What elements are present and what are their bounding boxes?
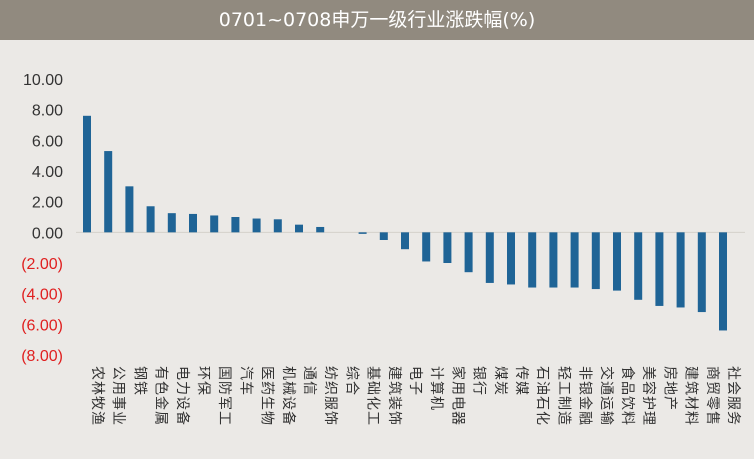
- x-category-label: 非银金融: [577, 366, 593, 426]
- bar: [613, 232, 621, 291]
- x-category-label: 建筑装饰: [386, 366, 402, 426]
- x-category-label: 农林牧渔: [89, 366, 105, 426]
- x-category-label: 传媒: [513, 366, 529, 396]
- bar: [104, 151, 113, 233]
- x-category-label: 社会服务: [725, 366, 741, 426]
- x-category-label: 医药生物: [259, 366, 275, 426]
- title-bar: [0, 0, 754, 40]
- x-category-label: 公用事业: [110, 366, 126, 426]
- bar: [295, 224, 303, 233]
- bar: [464, 232, 473, 273]
- bar: [146, 206, 155, 233]
- x-category-label: 通信: [301, 366, 317, 396]
- bar: [401, 232, 409, 250]
- y-tick-label: (4.00): [21, 287, 63, 304]
- y-tick-label: (8.00): [21, 348, 63, 365]
- bar: [634, 232, 643, 300]
- bar: [507, 232, 515, 285]
- x-category-label: 计算机: [428, 366, 444, 411]
- bar: [231, 217, 240, 233]
- x-category-label: 轻工制造: [555, 366, 571, 426]
- x-category-label: 钢铁: [131, 366, 147, 396]
- bar: [358, 232, 367, 234]
- x-category-label: 商贸零售: [704, 366, 720, 426]
- bar: [485, 232, 494, 283]
- bar: [189, 213, 197, 233]
- bar: [719, 232, 727, 331]
- x-category-label: 环保: [195, 366, 211, 396]
- bar: [591, 232, 600, 290]
- x-category-label: 家用电器: [449, 366, 466, 426]
- x-category-label: 机械设备: [280, 366, 297, 426]
- x-category-label: 综合: [343, 366, 359, 396]
- bar: [549, 232, 558, 288]
- x-category-label: 银行: [471, 366, 487, 396]
- bar: [528, 232, 537, 288]
- x-category-label: 有色金属: [153, 366, 170, 426]
- y-tick-label: 0.00: [32, 225, 63, 242]
- x-category-label: 电子: [407, 366, 423, 396]
- x-category-label: 食品饮料: [619, 366, 636, 426]
- bar: [167, 213, 176, 233]
- x-category-label: 基础化工: [365, 366, 382, 426]
- y-tick-label: 8.00: [32, 103, 63, 120]
- y-tick-label: (2.00): [21, 256, 63, 273]
- x-category-label: 国防军工: [216, 366, 232, 426]
- x-category-label: 交通运输: [598, 366, 615, 426]
- bar: [210, 215, 219, 233]
- y-tick-label: 10.00: [23, 72, 63, 89]
- bar: [422, 232, 431, 262]
- x-category-label: 煤炭: [492, 366, 508, 396]
- bar: [273, 219, 282, 233]
- bar: [83, 115, 91, 233]
- y-tick-label: 2.00: [32, 195, 63, 212]
- x-category-label: 美容护理: [640, 366, 657, 426]
- y-tick-label: 4.00: [32, 164, 63, 181]
- bar: [125, 186, 134, 233]
- x-category-label: 石油石化: [534, 366, 550, 426]
- chart-title: 0701~0708申万一级行业涨跌幅(%): [218, 9, 536, 31]
- bar: [570, 232, 579, 288]
- y-tick-label: (6.00): [21, 317, 63, 334]
- x-category-label: 电力设备: [174, 366, 191, 426]
- y-tick-label: 6.00: [32, 133, 63, 150]
- bar: [676, 232, 685, 308]
- x-category-label: 房地产: [661, 366, 677, 411]
- bar: [697, 232, 706, 313]
- bar: [316, 226, 325, 233]
- bar: [655, 232, 664, 306]
- bar: [379, 232, 388, 240]
- bar: [443, 232, 452, 263]
- bar: [252, 218, 261, 233]
- x-category-label: 纺织服饰: [322, 366, 338, 426]
- x-category-label: 建筑材料: [683, 366, 699, 426]
- x-category-label: 汽车: [237, 366, 254, 396]
